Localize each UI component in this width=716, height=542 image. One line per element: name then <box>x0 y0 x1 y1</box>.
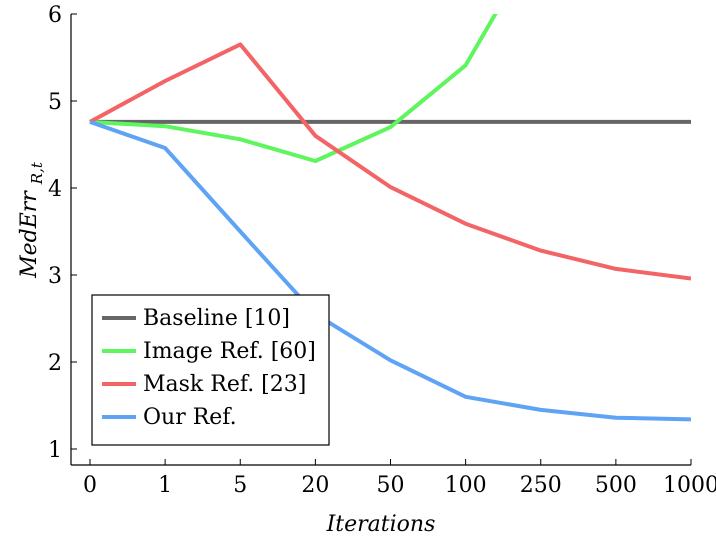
y-tick-label: 6 <box>48 3 62 28</box>
y-ticks: 1 2 3 4 5 6 <box>48 3 77 463</box>
y-tick-label: 5 <box>48 90 62 115</box>
series-line-our-ref <box>89 120 691 422</box>
y-tick-label: 2 <box>48 351 62 376</box>
x-tick-label: 0 <box>83 473 97 498</box>
x-tick-label: 100 <box>445 473 487 498</box>
y-tick-label: 4 <box>48 177 62 202</box>
legend: Baseline [10] Image Ref. [60] Mask Ref. [2… <box>91 294 330 446</box>
series-lines <box>89 14 691 422</box>
x-tick-label: 20 <box>301 473 329 498</box>
y-tick-label: 3 <box>48 264 62 289</box>
y-axis-label-subscript: R,t <box>28 161 46 185</box>
x-tick-label: 1 <box>158 473 172 498</box>
legend-label-our-ref: Our Ref. <box>143 405 237 430</box>
y-axis-label: MedErr R,t <box>17 161 46 279</box>
legend-label-baseline-10: Baseline [10] <box>143 306 290 331</box>
x-tick-label: 250 <box>520 473 562 498</box>
series-line-image-ref-60 <box>89 14 498 163</box>
x-tick-label: 5 <box>233 473 247 498</box>
x-tick-label: 1000 <box>663 473 716 498</box>
y-tick-label: 1 <box>48 438 62 463</box>
x-axis-label: Iterations <box>326 512 436 537</box>
legend-label-mask-ref-23: Mask Ref. [23] <box>143 372 306 397</box>
y-axis-label-main: MedErr <box>17 190 42 279</box>
x-ticks: 0 1 5 20 50 100 250 500 1000 <box>83 459 716 498</box>
x-tick-label: 500 <box>595 473 637 498</box>
x-tick-label: 50 <box>377 473 405 498</box>
legend-label-image-ref-60: Image Ref. [60] <box>143 339 316 364</box>
series-line-mask-ref-23 <box>89 42 691 281</box>
